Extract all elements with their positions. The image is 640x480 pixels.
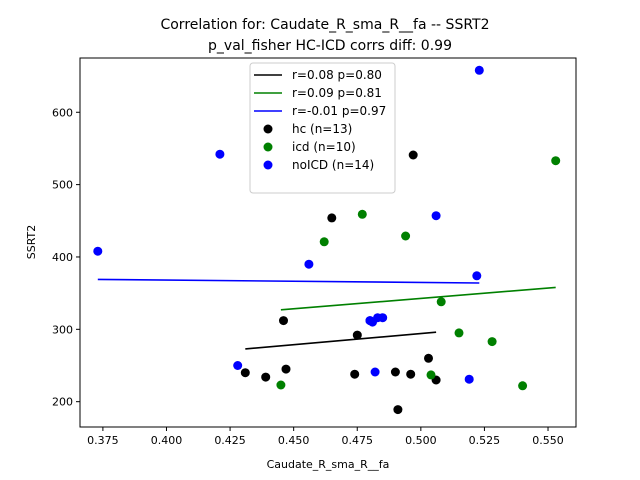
point-series0-10 bbox=[408, 150, 418, 160]
chart-title-line1: Correlation for: Caudate_R_sma_R__fa -- … bbox=[160, 17, 489, 33]
point-series1-1 bbox=[319, 237, 329, 247]
point-series2-10 bbox=[464, 374, 474, 384]
fit-lines bbox=[97, 278, 556, 350]
legend-marker-swatch-2 bbox=[263, 160, 273, 170]
point-series1-3 bbox=[401, 231, 411, 241]
point-series2-3 bbox=[304, 259, 314, 269]
point-series1-0 bbox=[276, 380, 286, 390]
x-tick-label-3: 0.450 bbox=[278, 434, 310, 447]
point-series2-9 bbox=[431, 211, 441, 221]
y-tick-label-4: 600 bbox=[52, 106, 73, 119]
point-series1-9 bbox=[551, 156, 561, 166]
legend-box bbox=[249, 62, 396, 194]
point-series1-8 bbox=[518, 381, 528, 391]
fit-line-0 bbox=[245, 331, 437, 350]
x-tick-label-5: 0.500 bbox=[405, 434, 437, 447]
point-series2-0 bbox=[93, 246, 103, 256]
legend-line-label-2: r=-0.01 p=0.97 bbox=[292, 104, 386, 118]
y-axis-label: SSRT2 bbox=[25, 225, 38, 260]
point-series2-7 bbox=[378, 313, 388, 323]
point-series0-6 bbox=[352, 330, 362, 340]
legend-line-label-1: r=0.09 p=0.81 bbox=[292, 86, 382, 100]
fit-line-2 bbox=[97, 278, 480, 284]
x-tick-label-7: 0.550 bbox=[532, 434, 564, 447]
point-series0-1 bbox=[261, 372, 271, 382]
point-series1-4 bbox=[426, 370, 436, 380]
y-tick-label-1: 300 bbox=[52, 323, 73, 336]
point-series2-12 bbox=[474, 65, 484, 75]
point-series0-2 bbox=[279, 316, 288, 326]
point-series1-2 bbox=[357, 209, 367, 219]
legend: r=0.08 p=0.80 r=0.09 p=0.81 r=-0.01 p=0.97… bbox=[249, 62, 396, 194]
fit-line-1 bbox=[280, 286, 556, 311]
point-series1-5 bbox=[436, 297, 446, 307]
y-axis-ticks: 200 300 400 500 600 bbox=[52, 106, 80, 409]
legend-marker-swatch-1 bbox=[263, 142, 273, 152]
y-tick-label-0: 200 bbox=[52, 396, 73, 409]
y-tick-label-3: 500 bbox=[52, 179, 73, 192]
x-tick-label-2: 0.425 bbox=[214, 434, 246, 447]
legend-line-label-0: r=0.08 p=0.80 bbox=[292, 68, 382, 82]
point-series0-11 bbox=[424, 353, 433, 363]
point-series0-9 bbox=[406, 369, 416, 379]
y-tick-label-2: 400 bbox=[52, 251, 73, 264]
x-axis-label: Caudate_R_sma_R__fa bbox=[267, 458, 390, 471]
point-series2-2 bbox=[233, 361, 243, 370]
point-series0-8 bbox=[393, 405, 403, 415]
point-series0-3 bbox=[281, 364, 291, 374]
scatter-points bbox=[93, 65, 561, 415]
x-axis-ticks: 0.375 0.400 0.425 0.450 0.475 0.500 0.525 0.550 bbox=[87, 427, 564, 447]
point-series0-4 bbox=[327, 213, 337, 223]
point-series0-5 bbox=[350, 369, 360, 379]
legend-series-label-2: noICD (n=14) bbox=[292, 158, 374, 172]
point-series2-11 bbox=[472, 271, 482, 281]
legend-marker-swatch-0 bbox=[263, 124, 273, 134]
point-series2-1 bbox=[215, 149, 225, 159]
point-series2-8 bbox=[370, 367, 380, 377]
x-tick-label-1: 0.400 bbox=[151, 434, 183, 447]
axes-frame bbox=[79, 57, 577, 428]
point-series0-0 bbox=[240, 368, 250, 378]
chart-title-line2: p_val_fisher HC-ICD corrs diff: 0.99 bbox=[208, 38, 452, 54]
x-tick-label-6: 0.525 bbox=[469, 434, 501, 447]
legend-series-label-0: hc (n=13) bbox=[292, 122, 352, 136]
x-tick-label-0: 0.375 bbox=[87, 434, 119, 447]
x-tick-label-4: 0.475 bbox=[342, 434, 374, 447]
point-series2-13 bbox=[365, 316, 375, 326]
legend-series-label-1: icd (n=10) bbox=[292, 140, 356, 154]
point-series0-7 bbox=[390, 367, 400, 377]
point-series1-6 bbox=[454, 328, 464, 338]
point-series1-7 bbox=[487, 337, 497, 347]
